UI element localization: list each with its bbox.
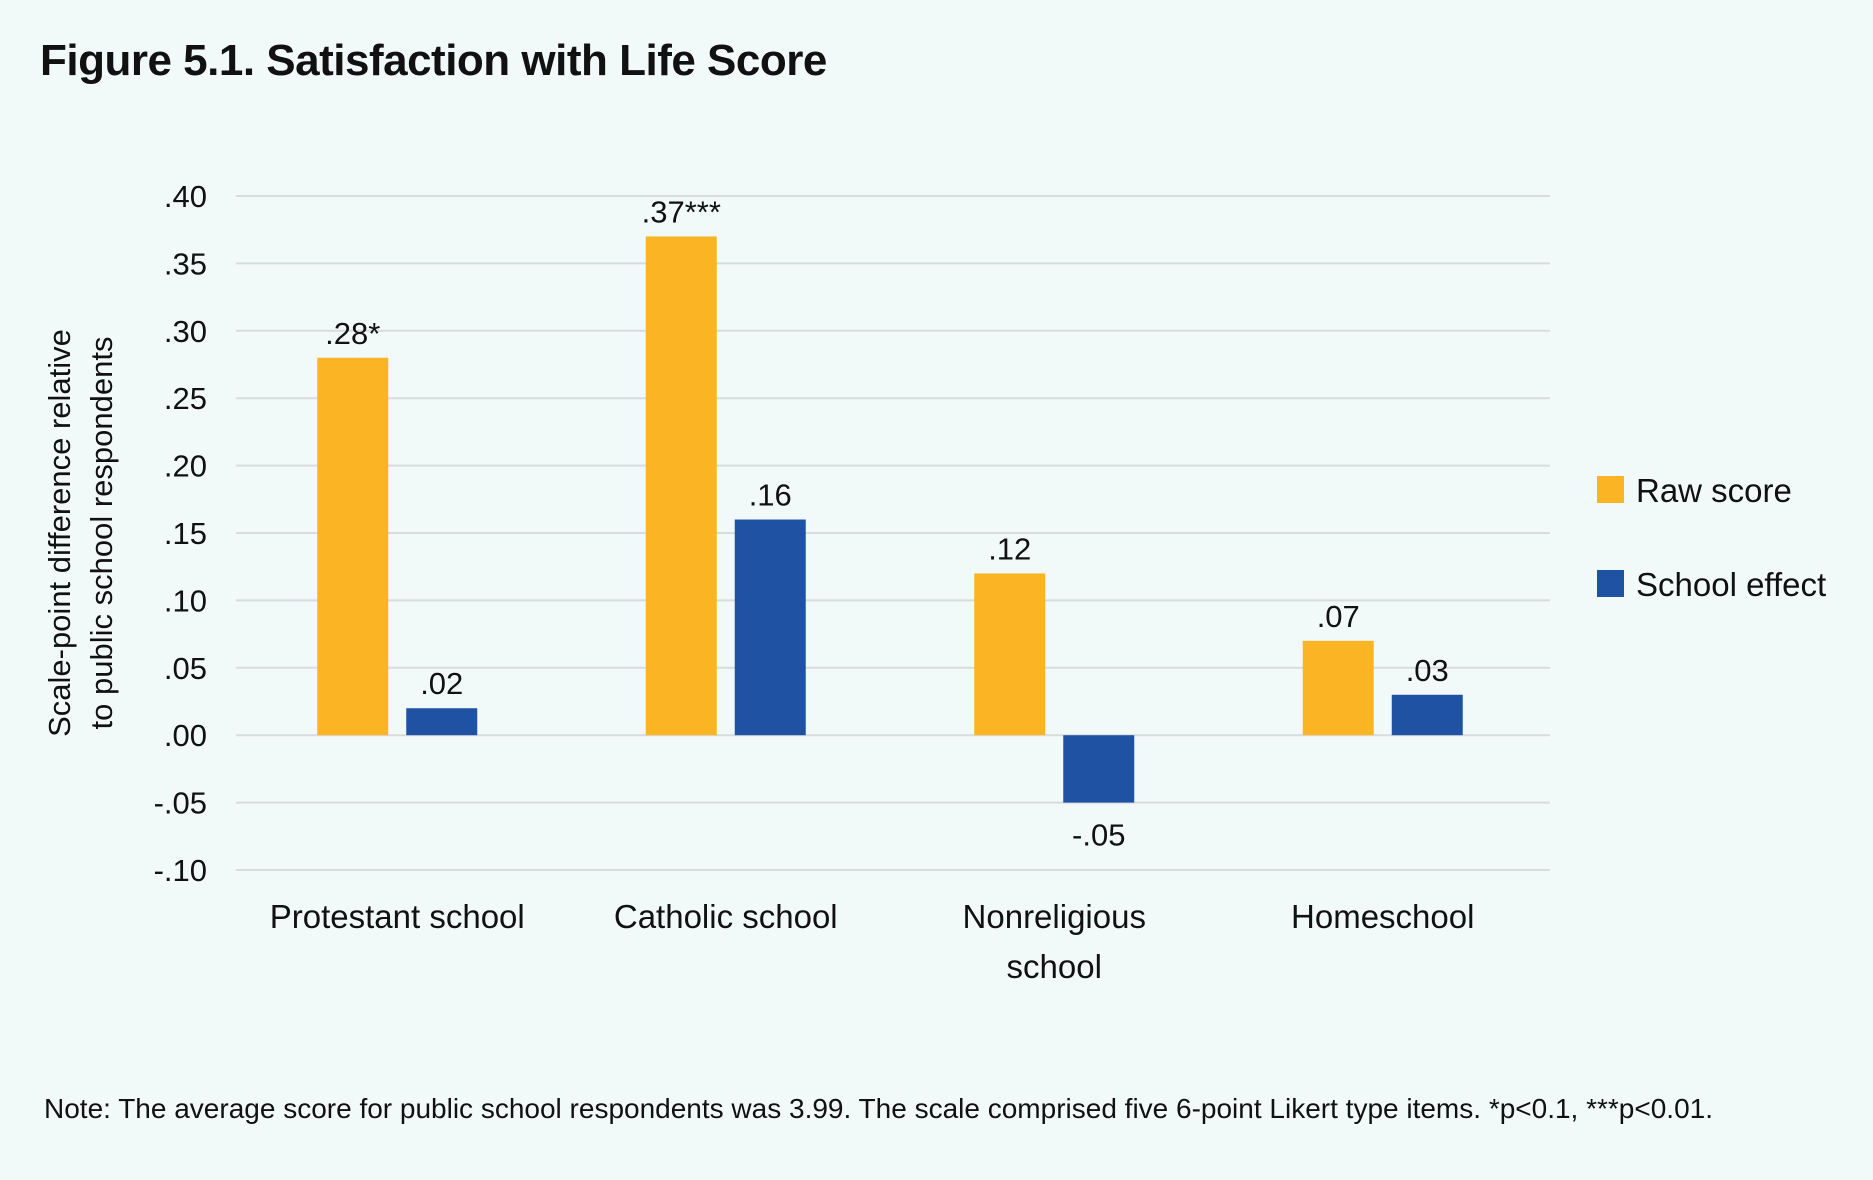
- category-label-line: Catholic school: [614, 898, 838, 935]
- legend-swatch-school-effect: [1597, 570, 1624, 597]
- category-label: Protestant school: [270, 898, 525, 935]
- raw-score-bar: [317, 357, 389, 736]
- bars: [317, 236, 1463, 803]
- raw-score-data-label: .28*: [325, 316, 380, 351]
- y-tick-label: .10: [164, 583, 207, 618]
- category-label: Catholic school: [614, 898, 838, 935]
- y-axis-title-line: Scale-point difference relative: [42, 329, 77, 737]
- y-tick-label: .25: [164, 381, 207, 416]
- school-effect-data-label: -.05: [1072, 818, 1125, 853]
- y-axis-title: Scale-point difference relative to public…: [42, 329, 119, 737]
- raw-score-data-label: .37***: [642, 194, 721, 229]
- y-tick-label: .20: [164, 449, 207, 484]
- y-tick-label: .40: [164, 179, 207, 214]
- category-label-line: Homeschool: [1291, 898, 1474, 935]
- school-effect-bar: [1063, 735, 1135, 803]
- chart-note: Note: The average score for public schoo…: [44, 1093, 1714, 1124]
- school-effect-bar: [734, 519, 806, 736]
- category-label-line: Nonreligious: [963, 898, 1146, 935]
- data-labels: .28* .02 .37*** .16 .12 -.05 .07 .03: [325, 194, 1449, 852]
- gridlines: [236, 195, 1550, 871]
- raw-score-bar: [974, 573, 1046, 736]
- y-axis-label: Scale-point difference relative to public…: [42, 329, 119, 737]
- y-tick-label: .05: [164, 651, 207, 686]
- raw-score-data-label: .12: [988, 531, 1031, 566]
- raw-score-data-label: .07: [1317, 599, 1360, 634]
- category-label-line: Protestant school: [270, 898, 525, 935]
- legend-swatch-raw-score: [1597, 476, 1624, 503]
- y-axis-ticks: .40 .35 .30 .25 .20 .15 .10 .05 .00 -.05 -.10: [154, 179, 207, 888]
- y-tick-label: -.05: [154, 786, 207, 821]
- bar-chart: Scale-point difference relative to public…: [42, 179, 1826, 985]
- y-tick-label: .00: [164, 718, 207, 753]
- school-effect-data-label: .16: [749, 478, 792, 513]
- category-label-line: school: [1007, 948, 1102, 985]
- raw-score-bar: [645, 236, 717, 736]
- school-effect-bar: [1391, 694, 1463, 736]
- chart-title: Figure 5.1. Satisfaction with Life Score: [40, 36, 827, 85]
- category-label: Homeschool: [1291, 898, 1474, 935]
- legend-label-school-effect: School effect: [1636, 566, 1826, 603]
- x-axis-categories: Protestant school Catholic school Nonrelig…: [270, 898, 1475, 985]
- school-effect-bar: [406, 708, 478, 736]
- raw-score-bar: [1302, 640, 1374, 736]
- legend: Raw score School effect: [1597, 472, 1826, 603]
- y-axis-title-line: to public school respondents: [84, 337, 119, 730]
- y-tick-label: .35: [164, 246, 207, 281]
- school-effect-data-label: .02: [420, 666, 463, 701]
- legend-label-raw-score: Raw score: [1636, 472, 1792, 509]
- category-label: Nonreligious school: [963, 898, 1146, 985]
- y-tick-label: .30: [164, 314, 207, 349]
- y-tick-label: .15: [164, 516, 207, 551]
- school-effect-data-label: .03: [1406, 653, 1449, 688]
- y-tick-label: -.10: [154, 853, 207, 888]
